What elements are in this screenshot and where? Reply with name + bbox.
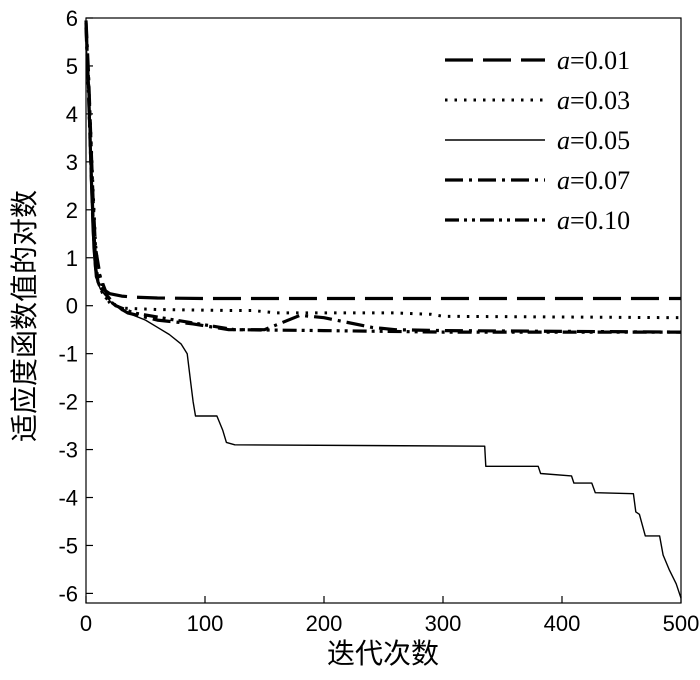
x-tick-label: 400 bbox=[544, 611, 581, 636]
legend-label-5: a=0.10 bbox=[557, 206, 630, 235]
legend-var: a bbox=[557, 46, 570, 75]
legend-var: a bbox=[557, 86, 570, 115]
legend-var: a bbox=[557, 206, 570, 235]
y-tick-label: 3 bbox=[66, 150, 78, 175]
legend-value: =0.07 bbox=[570, 166, 630, 195]
legend-value: =0.01 bbox=[570, 46, 630, 75]
y-tick-label: 2 bbox=[66, 198, 78, 223]
legend-label-1: a=0.01 bbox=[557, 46, 630, 75]
legend-label-4: a=0.07 bbox=[557, 166, 630, 195]
x-tick-label: 300 bbox=[425, 611, 462, 636]
y-tick-label: 6 bbox=[66, 6, 78, 31]
legend-label-2: a=0.03 bbox=[557, 86, 630, 115]
y-tick-label: 0 bbox=[66, 294, 78, 319]
y-tick-label: 1 bbox=[66, 246, 78, 271]
x-tick-label: 100 bbox=[187, 611, 224, 636]
x-axis-label: 迭代次数 bbox=[327, 637, 439, 670]
y-axis-label: 适应度函数值的对数 bbox=[8, 190, 41, 442]
plot-frame bbox=[85, 17, 682, 604]
y-tick-label: -3 bbox=[58, 438, 78, 463]
y-tick-label: -2 bbox=[58, 390, 78, 415]
y-tick-label: 5 bbox=[66, 54, 78, 79]
legend-var: a bbox=[557, 126, 570, 155]
legend-value: =0.05 bbox=[570, 126, 630, 155]
x-tick-label: 200 bbox=[306, 611, 343, 636]
y-tick-label: -1 bbox=[58, 342, 78, 367]
legend-value: =0.03 bbox=[570, 86, 630, 115]
x-tick-label: 0 bbox=[80, 611, 92, 636]
legend-label-3: a=0.05 bbox=[557, 126, 630, 155]
y-tick-label: 4 bbox=[66, 102, 78, 127]
series-lines bbox=[84, 20, 682, 599]
y-tick-label: -6 bbox=[58, 581, 78, 606]
series-line-5 bbox=[84, 27, 681, 334]
axis-ticks: 0 100 200 300 400 500 6 5 4 3 2 1 0 -1 -2 -3 -4 -5 -6 bbox=[58, 6, 699, 636]
y-tick-label: -4 bbox=[58, 486, 78, 511]
legend-value: =0.10 bbox=[570, 206, 630, 235]
y-tick-label: -5 bbox=[58, 533, 78, 558]
series-line-3 bbox=[85, 32, 682, 599]
x-tick-label: 500 bbox=[663, 611, 700, 636]
legend-var: a bbox=[557, 166, 570, 195]
legend: a=0.01a=0.03a=0.05a=0.07a=0.10 bbox=[445, 46, 630, 235]
